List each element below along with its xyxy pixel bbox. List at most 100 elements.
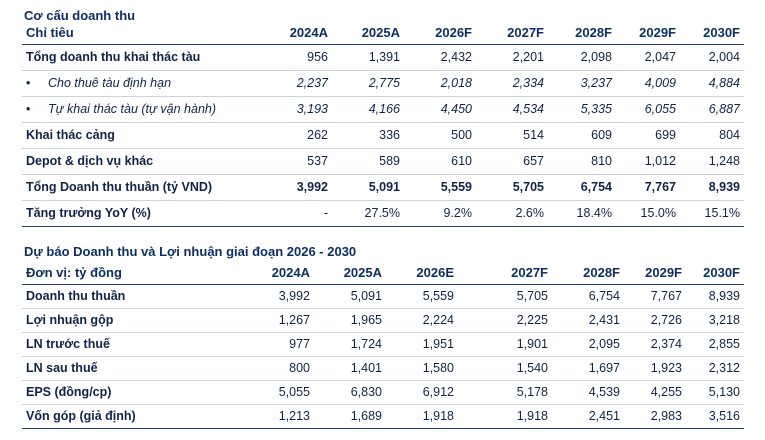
table-cell: 18.4% [548, 200, 616, 227]
table-cell: 5,705 [458, 284, 552, 309]
bullet: • [26, 76, 31, 90]
table-cell: 699 [616, 122, 680, 149]
column-header: 2030F [686, 262, 744, 285]
table-cell: 2,004 [680, 44, 744, 71]
table-cell: 3,992 [242, 284, 314, 309]
table-cell: 5,335 [548, 96, 616, 123]
table-cell: 6,887 [680, 96, 744, 123]
table-cell: 1,697 [552, 356, 624, 381]
table-cell: 610 [404, 148, 476, 175]
table-cell: 4,255 [624, 380, 686, 405]
table-row: Lợi nhuận gộp 1,267 1,965 2,224 2,225 2,… [22, 308, 744, 333]
table-cell: 589 [332, 148, 404, 175]
table-row: Doanh thu thuần 3,992 5,091 5,559 5,705 … [22, 284, 744, 309]
table-cell: 262 [260, 122, 332, 149]
table-cell: 1,918 [386, 404, 458, 429]
table-cell: 1,689 [314, 404, 386, 429]
column-header: 2029F [616, 22, 680, 45]
table-cell: 1,923 [624, 356, 686, 381]
table-cell: 2,225 [458, 308, 552, 333]
column-header: 2028F [552, 262, 624, 285]
table-cell: 657 [476, 148, 548, 175]
table-cell: 2.6% [476, 200, 548, 227]
table-cell: 810 [548, 148, 616, 175]
row-label: LN trước thuế [22, 332, 242, 357]
table-cell: 5,559 [386, 284, 458, 309]
table-cell: 500 [404, 122, 476, 149]
table-cell: 2,224 [386, 308, 458, 333]
table-cell: 2,095 [552, 332, 624, 357]
table-cell: 2,775 [332, 70, 404, 97]
table-header-row: Đơn vị: tỷ đồng 2024A 2025A 2026E 2027F … [22, 262, 744, 285]
table-row: EPS (đồng/cp) 5,055 6,830 6,912 5,178 4,… [22, 380, 744, 405]
table-row: LN sau thuế 800 1,401 1,580 1,540 1,697 … [22, 356, 744, 381]
row-label: Doanh thu thuần [22, 284, 242, 309]
table-cell: 2,334 [476, 70, 548, 97]
table-cell: 956 [260, 44, 332, 71]
column-header: Chỉ tiêu [22, 22, 260, 45]
table-cell: 4,539 [552, 380, 624, 405]
table-cell: 3,218 [686, 308, 744, 333]
table-cell: 2,726 [624, 308, 686, 333]
table-cell: 1,724 [314, 332, 386, 357]
table-cell: 800 [242, 356, 314, 381]
forecast-table: Đơn vị: tỷ đồng 2024A 2025A 2026E 2027F … [22, 262, 744, 429]
table-row: Tổng Doanh thu thuần (tỷ VND) 3,992 5,09… [22, 174, 744, 201]
table-cell: 5,559 [404, 174, 476, 201]
table-cell: 2,201 [476, 44, 548, 71]
table-cell: 3,193 [260, 96, 332, 123]
column-header: 2025A [332, 22, 404, 45]
table-row: Tăng trưởng YoY (%) - 27.5% 9.2% 2.6% 18… [22, 200, 744, 227]
table-cell: 1,391 [332, 44, 404, 71]
table-cell: 2,312 [686, 356, 744, 381]
table-cell: 6,830 [314, 380, 386, 405]
row-label: Khai thác cảng [22, 122, 260, 149]
table-cell: 6,754 [552, 284, 624, 309]
table-row: LN trước thuế 977 1,724 1,951 1,901 2,09… [22, 332, 744, 357]
table-cell: 5,091 [314, 284, 386, 309]
table-cell: 2,018 [404, 70, 476, 97]
column-header: 2026F [404, 22, 476, 45]
table-cell: 6,754 [548, 174, 616, 201]
table-cell: 7,767 [624, 284, 686, 309]
table-cell: 2,237 [260, 70, 332, 97]
table-cell: 6,055 [616, 96, 680, 123]
table-cell: 15.1% [680, 200, 744, 227]
table-cell: 804 [680, 122, 744, 149]
table-cell: 3,516 [686, 404, 744, 429]
table-cell: 8,939 [686, 284, 744, 309]
table-cell: 1,401 [314, 356, 386, 381]
table-cell: 2,855 [686, 332, 744, 357]
row-label: Tăng trưởng YoY (%) [22, 200, 260, 227]
table-cell: 2,374 [624, 332, 686, 357]
table-cell: 4,009 [616, 70, 680, 97]
revenue-structure-title: Cơ cấu doanh thu [24, 8, 136, 23]
table-row: • Tự khai thác tàu (tự vận hành) 3,193 4,… [22, 96, 744, 123]
table-cell: 1,918 [458, 404, 552, 429]
table-cell: 2,432 [404, 44, 476, 71]
column-header: Đơn vị: tỷ đồng [22, 262, 242, 285]
table-cell: 7,767 [616, 174, 680, 201]
table-cell: 977 [242, 332, 314, 357]
table-cell: 6,912 [386, 380, 458, 405]
table-cell: 514 [476, 122, 548, 149]
column-header: 2025A [314, 262, 386, 285]
table-cell: 1,012 [616, 148, 680, 175]
row-label: Tổng doanh thu khai thác tàu [22, 44, 260, 71]
table-cell: 1,901 [458, 332, 552, 357]
table-cell: 5,178 [458, 380, 552, 405]
column-header: 2028F [548, 22, 616, 45]
table-cell: 5,055 [242, 380, 314, 405]
column-header: 2027F [476, 22, 548, 45]
table-cell: 3,992 [260, 174, 332, 201]
column-header: 2030F [680, 22, 744, 45]
column-header: 2024A [260, 22, 332, 45]
table-cell: 5,130 [686, 380, 744, 405]
column-header: 2024A [242, 262, 314, 285]
table-row: Tổng doanh thu khai thác tàu 956 1,391 2… [22, 44, 744, 71]
column-header: 2027F [458, 262, 552, 285]
table-cell: 1,213 [242, 404, 314, 429]
table-cell: 2,431 [552, 308, 624, 333]
table-cell: 4,534 [476, 96, 548, 123]
table-cell: 8,939 [680, 174, 744, 201]
